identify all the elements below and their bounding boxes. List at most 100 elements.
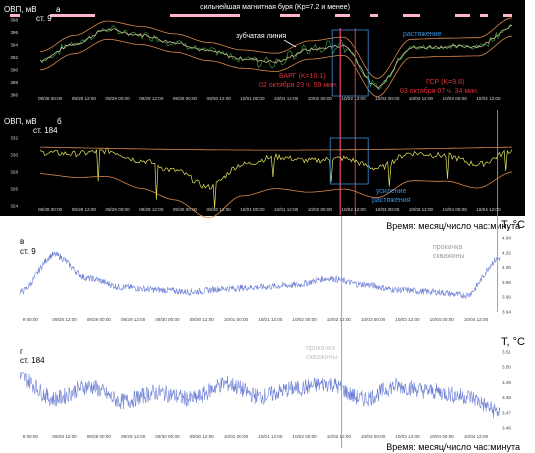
xtick-label: 10/01 12:00 xyxy=(258,434,283,439)
xtick-label: 09/30 12:00 xyxy=(207,207,232,212)
xtick-label: 09/29 12:00 xyxy=(139,96,164,101)
xtick-label: 10/04 00:00 xyxy=(443,207,468,212)
ann-barg-1: БАРГ (K=10.1) xyxy=(279,73,326,80)
ytick-label: 4.02 xyxy=(502,250,511,255)
xtick-label: 10/01 12:00 xyxy=(274,96,299,101)
series-a-envelope-upper xyxy=(39,17,513,79)
panel-b-station: ст. 184 xyxy=(33,126,58,135)
xtick-label: 10/02 12:00 xyxy=(341,96,366,101)
panel-v-yticks: 4.04 4.02 4.00 3.98 3.96 3.94 xyxy=(502,236,511,315)
xtick-label: 10/01 00:00 xyxy=(240,96,265,101)
xtick-label: 10/03 12:00 xyxy=(395,317,420,322)
xtick-label: 09/30 00:00 xyxy=(155,317,180,322)
xtick-label: 10/02 00:00 xyxy=(308,207,333,212)
xtick-label: 10/04 12:00 xyxy=(476,207,501,212)
xtick-label: 09/28 00:00 xyxy=(38,96,63,101)
xtick-label: 09/29 12:00 xyxy=(139,207,164,212)
panel-b: ОВП, мВ б ст. 184 332 330 328 326 324 09/28 … xyxy=(4,117,513,219)
storm-bars xyxy=(10,14,512,17)
xtick-label: 10/04 12:00 xyxy=(476,96,501,101)
xtick-label: 10/03 12:00 xyxy=(395,434,420,439)
panel-top-dark xyxy=(0,0,525,216)
ann-amp-1: усиление xyxy=(376,188,407,195)
xtick-label: 09/30 12:00 xyxy=(190,434,215,439)
series-g-line xyxy=(19,371,501,419)
xtick-label: 10/04 00:00 xyxy=(443,96,468,101)
storm-bar xyxy=(335,14,350,17)
xtick-label: 09/28 12:00 xyxy=(72,207,97,212)
stretch-box-a xyxy=(331,29,369,97)
xtick-label: 10/02 12:00 xyxy=(341,207,366,212)
ann-barg-2: 02 октября 23 ч. 59 мин. xyxy=(259,81,338,89)
ytick-label: 3.48 xyxy=(502,395,511,400)
top-xlabel: Время: месяц/число час:минута xyxy=(386,221,520,231)
panel-a-xticks: 09/28 00:00 09/28 12:00 09/29 00:00 09/29 1… xyxy=(38,96,501,101)
ytick-label: 3.98 xyxy=(502,280,511,285)
panel-g-ylabel: T, °C xyxy=(501,336,525,348)
panel-a-ylabel: ОВП, мВ xyxy=(4,5,37,14)
xtick-label: 10/02 00:00 xyxy=(292,317,317,322)
xtick-label: 10/03 12:00 xyxy=(409,207,434,212)
xtick-label: 10/04 00:00 xyxy=(430,317,455,322)
ytick-label: 394 xyxy=(10,43,18,48)
panel-v-ylabel: T, °C xyxy=(501,219,525,231)
panel-b-yticks: 332 330 328 326 324 xyxy=(10,136,18,209)
panel-v-letter: в xyxy=(20,237,24,246)
ytick-label: 3.94 xyxy=(502,310,511,315)
xtick-label: 10/03 00:00 xyxy=(375,96,400,101)
xtick-label: 09/29 00:00 xyxy=(105,96,130,101)
ytick-label: 3.51 xyxy=(502,350,511,355)
series-b-envelope-lower xyxy=(39,171,513,219)
xtick-label: 09/28 12:00 xyxy=(52,434,77,439)
xtick-label: 09/30 12:00 xyxy=(207,96,232,101)
ann-stretch: растяжение xyxy=(403,31,442,38)
ytick-label: 332 xyxy=(10,136,18,141)
ytick-label: 398 xyxy=(10,18,18,23)
panel-v: в ст. 9 T, °C 4.04 4.02 4.00 3.98 3.96 3.94 9… xyxy=(19,219,525,322)
xtick-label: 09/30 00:00 xyxy=(155,434,180,439)
xtick-label: 10/03 00:00 xyxy=(375,207,400,212)
ytick-label: 3.49 xyxy=(502,380,511,385)
ytick-label: 3.46 xyxy=(502,426,511,431)
storm-label: сильнейшая магнитная буря (Kp=7.2 и мене… xyxy=(200,3,350,11)
v-ann-pump-2: скважины xyxy=(433,253,465,260)
storm-header: сильнейшая магнитная буря (Kp=7.2 и мене… xyxy=(10,3,512,17)
panel-g-letter: г xyxy=(20,347,23,356)
series-a-envelope-lower xyxy=(39,35,513,97)
xtick-label: 09/28 12:00 xyxy=(52,317,77,322)
v-ann-pump-1: прокачка xyxy=(433,244,462,251)
xtick-label: 09/29 00:00 xyxy=(105,207,130,212)
ytick-label: 4.04 xyxy=(502,236,511,241)
xtick-label: 09/30 00:00 xyxy=(173,96,198,101)
xtick-label: 10/04 12:00 xyxy=(464,434,489,439)
panel-v-plot xyxy=(19,251,501,300)
event-lines xyxy=(341,110,499,448)
panel-g-yticks: 3.51 3.50 3.49 3.48 3.47 3.46 xyxy=(502,350,511,431)
xtick-label: 10/01 00:00 xyxy=(224,434,249,439)
storm-bar xyxy=(50,14,95,17)
series-b-envelope-upper xyxy=(40,146,512,151)
storm-bar xyxy=(503,14,512,17)
xtick-label: 10/02 00:00 xyxy=(292,434,317,439)
ytick-label: 326 xyxy=(10,187,18,192)
panel-g: г ст. 184 T, °C 3.51 3.50 3.49 3.48 3.47 3.46… xyxy=(19,336,525,452)
panel-b-xticks: 09/28 00:00 09/28 12:00 09/29 00:00 09/29 1… xyxy=(38,207,501,212)
xtick-label: 10/03 00:00 xyxy=(361,317,386,322)
panel-v-xticks: 9 00:00 09/28 12:00 09/29 00:00 09/29 12:00… xyxy=(23,317,489,322)
storm-bar xyxy=(455,14,470,17)
panel-g-xticks: 9 00:00 09/28 12:00 09/29 00:00 09/29 12:00… xyxy=(23,434,489,439)
ytick-label: 3.50 xyxy=(502,365,511,370)
panel-b-letter: б xyxy=(57,117,62,126)
xtick-label: 9 00:00 xyxy=(23,434,39,439)
storm-bar xyxy=(403,14,420,17)
ytick-label: 330 xyxy=(10,153,18,158)
storm-bar xyxy=(280,14,300,17)
panel-b-ylabel: ОВП, мВ xyxy=(4,117,37,126)
ytick-label: 328 xyxy=(10,170,18,175)
panel-a-station: ст. 9 xyxy=(36,14,52,23)
xtick-label: 10/04 12:00 xyxy=(464,317,489,322)
storm-bar xyxy=(370,14,378,17)
ann-amp-2: растяжения xyxy=(372,197,411,204)
storm-bar xyxy=(10,14,20,17)
